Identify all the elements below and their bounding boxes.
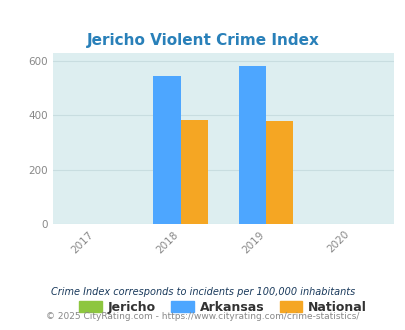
Bar [265, 121, 292, 224]
Legend: Jericho, Arkansas, National: Jericho, Arkansas, National [74, 296, 371, 319]
Bar [180, 120, 207, 224]
Bar [153, 76, 180, 224]
Bar [238, 66, 265, 224]
Text: Jericho Violent Crime Index: Jericho Violent Crime Index [86, 33, 319, 48]
Text: © 2025 CityRating.com - https://www.cityrating.com/crime-statistics/: © 2025 CityRating.com - https://www.city… [46, 312, 359, 321]
Text: Crime Index corresponds to incidents per 100,000 inhabitants: Crime Index corresponds to incidents per… [51, 287, 354, 297]
